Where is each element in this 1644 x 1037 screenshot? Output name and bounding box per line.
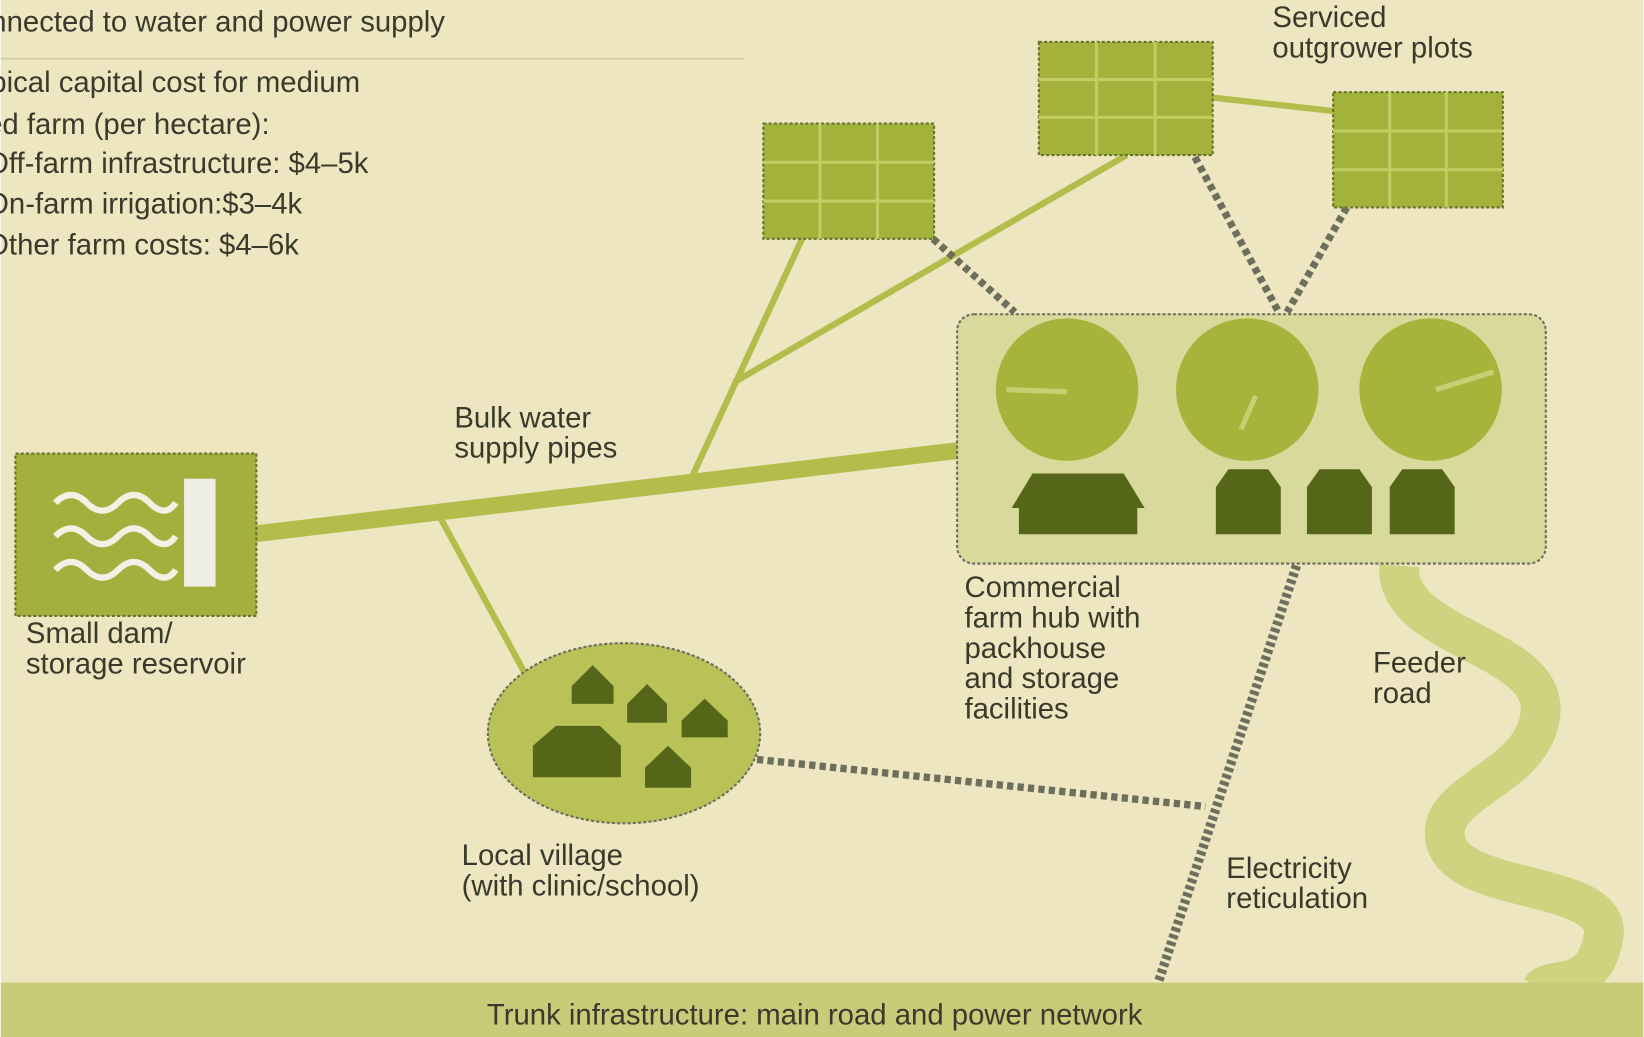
plots-label: Serviced xyxy=(1272,1,1386,34)
pipes-label: Bulk water xyxy=(454,401,591,434)
hub-label: packhouse xyxy=(964,632,1106,665)
intro-line: pical capital cost for medium xyxy=(0,66,360,99)
diagram: nnected to water and power supply pical … xyxy=(0,0,1644,1037)
village-label: (with clinic/school) xyxy=(462,870,700,903)
village xyxy=(488,643,760,823)
road-label: Feeder xyxy=(1373,646,1466,679)
intro-line: On-farm irrigation:$3–4k xyxy=(0,188,303,221)
dam-label: Small dam/ xyxy=(26,617,173,650)
footer-label: Trunk infrastructure: main road and powe… xyxy=(487,998,1143,1031)
hub-label: facilities xyxy=(964,693,1068,726)
plots-label: outgrower plots xyxy=(1272,32,1472,65)
dam-label: storage reservoir xyxy=(26,648,246,681)
intro-line: ed farm (per hectare): xyxy=(0,108,270,141)
road-label: road xyxy=(1373,677,1432,710)
electricity-label: reticulation xyxy=(1226,882,1368,915)
page: nnected to water and power supply pical … xyxy=(0,0,1644,1037)
pipes-label: supply pipes xyxy=(454,432,617,465)
intro-line: nnected to water and power supply xyxy=(0,5,445,38)
hub-label: Commercial xyxy=(964,571,1120,604)
intro-line: Other farm costs: $4–6k xyxy=(0,229,299,262)
village-label: Local village xyxy=(462,839,623,872)
dam xyxy=(15,454,256,616)
hub-label: farm hub with xyxy=(964,601,1140,634)
hub-label: and storage xyxy=(964,662,1119,695)
farm-hub xyxy=(957,314,1546,563)
electricity-label: Electricity xyxy=(1226,852,1352,885)
intro-line: Off-farm infrastructure: $4–5k xyxy=(0,147,369,180)
